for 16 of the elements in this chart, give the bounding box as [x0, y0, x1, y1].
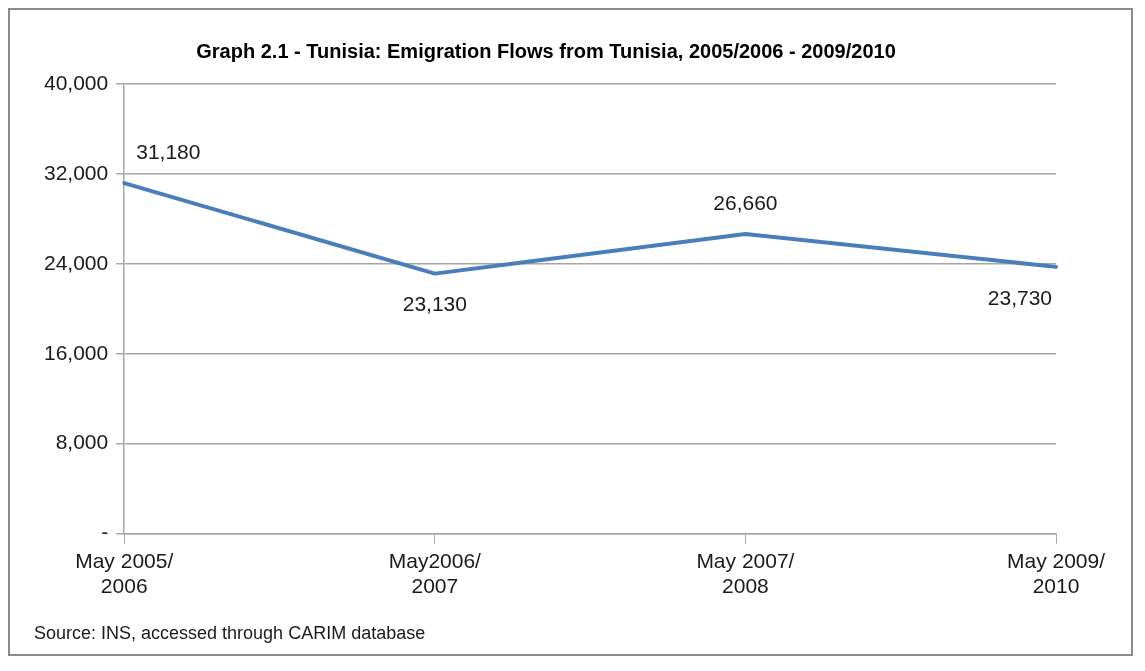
y-tick-label: 40,000: [44, 70, 109, 94]
y-tick-label: -: [101, 520, 109, 544]
y-tick-label: 8,000: [55, 430, 109, 454]
x-tick-label: May 2009/ 2010: [1006, 549, 1106, 598]
y-tick-label: 16,000: [44, 340, 109, 364]
x-tick-label: May2006/ 2007: [388, 549, 482, 598]
source-note: Source: INS, accessed through CARIM database: [34, 623, 426, 644]
data-label: 26,660: [713, 190, 778, 214]
x-tick-label: May 2005/ 2006: [75, 549, 174, 598]
data-label: 31,180: [136, 139, 201, 163]
chart-title: Graph 2.1 - Tunisia: Emigration Flows from Tunisia, 2005/2006 - 2009/2010: [196, 39, 896, 62]
y-tick-label: 24,000: [44, 250, 109, 274]
data-label: 23,130: [402, 292, 467, 316]
data-label: 23,730: [987, 285, 1052, 309]
x-tick-label: May 2007/ 2008: [696, 549, 795, 598]
y-tick-label: 32,000: [44, 160, 109, 184]
